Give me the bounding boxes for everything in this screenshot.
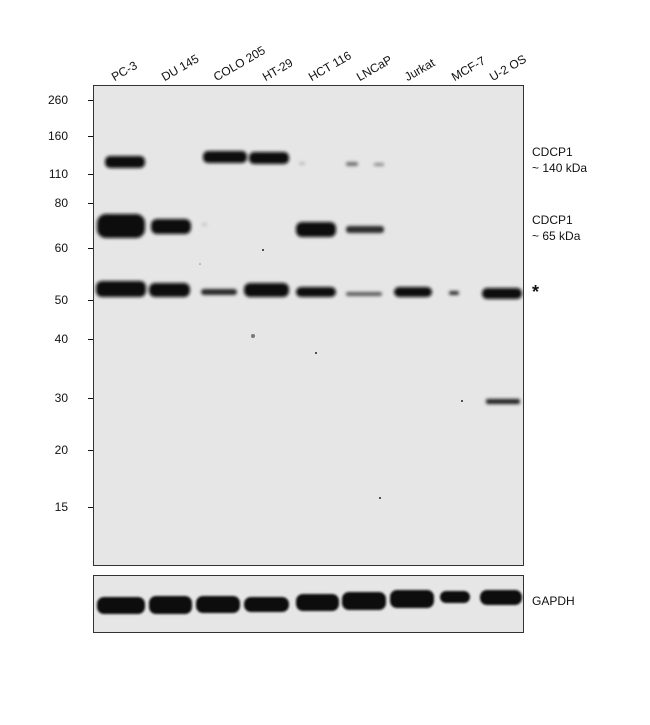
band-140-lncap-faint — [346, 162, 358, 166]
mw-label-15: 15 — [54, 500, 68, 514]
mw-label-80: 80 — [54, 196, 68, 210]
mw-label-20: 20 — [54, 443, 68, 457]
band-ns-colo205 — [201, 289, 237, 295]
mw-tick-260 — [88, 100, 93, 101]
annotation-gapdh: GAPDH — [532, 594, 575, 608]
lane-label-mcf7: MCF-7 — [449, 53, 488, 84]
band-140-lncap-faint2 — [374, 163, 384, 166]
band-140-pc3 — [105, 156, 145, 168]
mw-tick-20 — [88, 450, 93, 451]
band-ns-lncap — [346, 292, 382, 296]
mw-label-50: 50 — [54, 293, 68, 307]
lane-label-ht29: HT-29 — [260, 55, 296, 84]
mw-label-260: 260 — [47, 93, 68, 107]
annotation-nonspecific-asterisk: * — [532, 282, 540, 302]
mw-tick-110 — [88, 174, 93, 175]
gapdh-blot-panel — [93, 575, 524, 633]
mw-tick-40 — [88, 339, 93, 340]
lane-label-du145: DU 145 — [159, 51, 202, 84]
band-65-pc3 — [97, 214, 145, 238]
lane-label-jurkat: Jurkat — [402, 55, 438, 84]
band-ns-jurkat — [394, 287, 432, 297]
band-65-du145 — [151, 219, 191, 234]
mw-tick-60 — [88, 248, 93, 249]
mw-label-60: 60 — [54, 241, 68, 255]
mw-tick-30 — [88, 398, 93, 399]
mw-label-160: 160 — [47, 129, 68, 143]
lane-label-lncap: LNCaP — [354, 52, 395, 84]
band-65-lncap — [346, 226, 384, 233]
band-140-colo205 — [203, 151, 247, 163]
gapdh-band-u2os — [480, 590, 522, 605]
mw-label-30: 30 — [54, 391, 68, 405]
gapdh-band-jurkat — [390, 590, 434, 608]
mw-tick-50 — [88, 300, 93, 301]
band-ns-du145 — [149, 283, 190, 297]
band-65-hct116 — [296, 222, 336, 237]
annotation-cdcp1-65-size: ~ 65 kDa — [532, 229, 581, 243]
gapdh-blot-bands — [97, 590, 522, 614]
band-ns-mcf7 — [449, 291, 459, 295]
mw-tick-80 — [88, 203, 93, 204]
band-29-u2os — [486, 399, 520, 404]
main-blot-bands — [96, 151, 522, 499]
mw-tick-160 — [88, 136, 93, 137]
band-ns-pc3 — [96, 281, 146, 297]
gapdh-band-colo205 — [196, 596, 240, 613]
gapdh-band-pc3 — [97, 597, 145, 614]
mw-tick-15 — [88, 507, 93, 508]
annotation-cdcp1-65-name: CDCP1 — [532, 213, 573, 227]
annotation-cdcp1-140-size: ~ 140 kDa — [532, 161, 588, 175]
annotation-cdcp1-140-name: CDCP1 — [532, 145, 573, 159]
gapdh-band-hct116 — [296, 594, 339, 611]
band-140-hct116-faint — [299, 162, 305, 165]
lane-label-colo205: COLO 205 — [211, 43, 268, 84]
gapdh-band-ht29 — [244, 597, 289, 612]
gapdh-band-du145 — [149, 596, 192, 614]
mw-label-40: 40 — [54, 332, 68, 346]
band-140-ht29 — [249, 152, 289, 164]
band-65-colo205-faint — [202, 223, 207, 226]
lane-label-u2os: U-2 OS — [487, 51, 529, 84]
band-ns-u2os — [482, 288, 522, 299]
band-ns-hct116 — [296, 287, 336, 297]
gapdh-band-mcf7 — [440, 591, 470, 603]
gapdh-band-lncap — [342, 592, 386, 610]
main-blot-panel — [93, 85, 524, 566]
lane-label-hct116: HCT 116 — [306, 48, 354, 84]
annotation-cdcp1-65: CDCP1 ~ 65 kDa — [532, 212, 580, 244]
mw-label-110: 110 — [48, 167, 68, 181]
annotation-cdcp1-140: CDCP1 ~ 140 kDa — [532, 144, 587, 176]
band-ns-ht29 — [244, 283, 289, 297]
lane-label-pc3: PC-3 — [109, 58, 140, 84]
